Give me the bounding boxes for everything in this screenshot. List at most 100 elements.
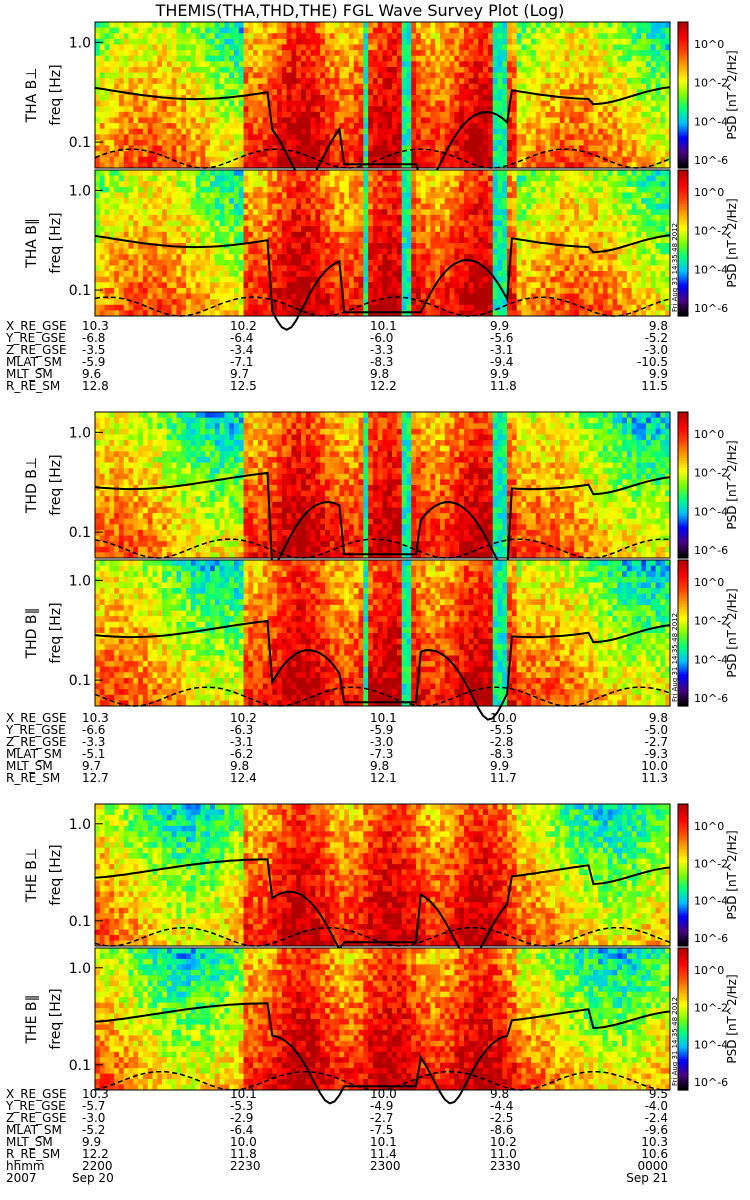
colorbar-step bbox=[678, 146, 688, 150]
psd-cell bbox=[382, 50, 388, 57]
psd-cell bbox=[205, 310, 211, 317]
psd-cell bbox=[267, 214, 273, 222]
psd-cell bbox=[257, 282, 264, 289]
psd-cell bbox=[262, 209, 268, 216]
psd-cell bbox=[612, 128, 618, 135]
psd-cell bbox=[233, 192, 240, 199]
psd-cell bbox=[578, 83, 585, 90]
psd-cell bbox=[406, 310, 412, 317]
psd-cell bbox=[406, 265, 412, 272]
psd-cell bbox=[200, 203, 206, 210]
psd-cell bbox=[190, 186, 197, 193]
psd-cell bbox=[286, 276, 292, 283]
psd-cell bbox=[325, 254, 331, 261]
psd-cell bbox=[233, 66, 240, 74]
psd-cell bbox=[339, 95, 345, 102]
psd-cell bbox=[578, 38, 585, 45]
psd-cell bbox=[181, 89, 187, 96]
psd-cell bbox=[99, 299, 106, 306]
psd-cell bbox=[377, 203, 383, 210]
psd-cell bbox=[372, 231, 379, 238]
colorbar-step bbox=[678, 116, 688, 120]
psd-cell bbox=[305, 198, 312, 205]
psd-cell bbox=[267, 170, 273, 177]
psd-cell bbox=[339, 72, 345, 79]
psd-cell bbox=[133, 293, 139, 300]
psd-cell bbox=[147, 198, 153, 205]
psd-cell bbox=[387, 117, 393, 124]
psd-cell bbox=[353, 220, 360, 227]
psd-cell bbox=[210, 170, 216, 177]
psd-cell bbox=[420, 220, 427, 227]
psd-cell bbox=[348, 282, 355, 289]
psd-cell bbox=[272, 214, 278, 222]
psd-cell bbox=[262, 203, 268, 210]
psd-cell bbox=[622, 145, 628, 152]
psd-cell bbox=[416, 117, 422, 124]
psd-cell bbox=[291, 265, 297, 272]
psd-cell bbox=[459, 50, 465, 57]
psd-cell bbox=[444, 27, 451, 34]
psd-cell bbox=[531, 83, 537, 90]
psd-cell bbox=[238, 106, 245, 113]
psd-cell bbox=[133, 287, 139, 295]
psd-cell bbox=[99, 293, 106, 300]
psd-cell bbox=[430, 95, 436, 102]
psd-cell bbox=[133, 237, 139, 244]
psd-cell bbox=[277, 254, 283, 261]
psd-cell bbox=[646, 89, 652, 96]
psd-cell bbox=[257, 276, 264, 283]
psd-cell bbox=[219, 214, 225, 222]
psd-cell bbox=[95, 254, 101, 261]
psd-cell bbox=[186, 100, 192, 107]
psd-cell bbox=[320, 287, 326, 295]
psd-cell bbox=[114, 254, 120, 261]
psd-cell bbox=[305, 237, 312, 244]
psd-cell bbox=[449, 128, 455, 135]
psd-cell bbox=[243, 33, 249, 40]
psd-cell bbox=[305, 170, 312, 177]
psd-cell bbox=[186, 265, 192, 272]
psd-cell bbox=[272, 181, 278, 188]
psd-cell bbox=[363, 248, 369, 255]
psd-cell bbox=[281, 89, 288, 96]
psd-cell bbox=[564, 162, 570, 169]
psd-cell bbox=[109, 181, 115, 188]
psd-cell bbox=[401, 61, 407, 68]
psd-cell bbox=[176, 44, 182, 51]
psd-cell bbox=[392, 214, 398, 222]
psd-cell bbox=[555, 89, 561, 96]
psd-cell bbox=[238, 151, 245, 158]
psd-cell bbox=[387, 243, 393, 250]
psd-cell bbox=[248, 220, 254, 227]
psd-cell bbox=[315, 287, 321, 295]
psd-cell bbox=[296, 299, 302, 306]
psd-cell bbox=[219, 72, 225, 79]
psd-cell bbox=[420, 139, 427, 147]
psd-cell bbox=[348, 231, 355, 238]
psd-cell bbox=[363, 50, 369, 57]
psd-cell bbox=[392, 100, 398, 107]
psd-cell bbox=[128, 265, 134, 272]
psd-cell bbox=[420, 95, 427, 102]
psd-cell bbox=[665, 66, 671, 74]
psd-cell bbox=[631, 106, 637, 113]
psd-cell bbox=[665, 95, 671, 102]
psd-cell bbox=[253, 89, 259, 96]
psd-cell bbox=[210, 237, 216, 244]
psd-cell bbox=[655, 78, 661, 85]
psd-cell bbox=[497, 78, 503, 85]
psd-cell bbox=[205, 186, 211, 193]
psd-cell bbox=[401, 175, 407, 182]
psd-cell bbox=[353, 175, 360, 182]
colorbar-tick-label: 10^-6 bbox=[694, 154, 728, 167]
psd-cell bbox=[133, 22, 139, 29]
psd-cell bbox=[459, 139, 465, 147]
psd-cell bbox=[286, 72, 292, 79]
psd-cell bbox=[602, 66, 609, 74]
psd-cell bbox=[377, 175, 383, 182]
psd-cell bbox=[286, 254, 292, 261]
psd-cell bbox=[147, 50, 153, 57]
psd-cell bbox=[166, 50, 173, 57]
psd-cell bbox=[210, 156, 216, 163]
